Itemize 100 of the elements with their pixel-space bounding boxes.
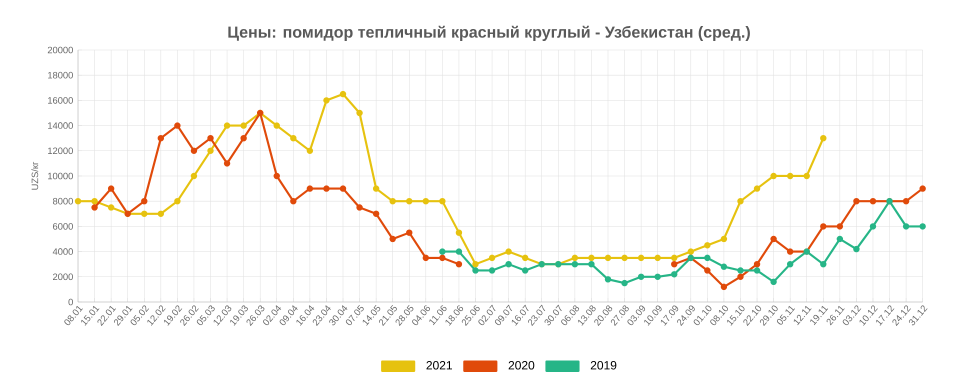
point bbox=[820, 135, 826, 142]
point bbox=[505, 248, 512, 255]
point bbox=[488, 267, 496, 274]
point bbox=[422, 198, 430, 204]
point bbox=[207, 135, 214, 142]
point bbox=[754, 261, 760, 268]
point bbox=[754, 185, 760, 192]
point bbox=[638, 274, 644, 280]
point bbox=[704, 242, 711, 249]
point bbox=[853, 246, 860, 252]
point bbox=[240, 122, 247, 129]
y-tick-label: 14000 bbox=[48, 122, 73, 129]
point bbox=[456, 230, 462, 236]
point bbox=[389, 198, 396, 204]
point bbox=[356, 110, 363, 116]
y-tick-label: 16000 bbox=[48, 97, 73, 104]
point bbox=[456, 261, 462, 268]
point bbox=[704, 254, 711, 262]
point bbox=[340, 91, 346, 98]
point bbox=[439, 198, 446, 204]
point bbox=[190, 172, 198, 180]
point bbox=[323, 185, 330, 192]
point bbox=[174, 198, 181, 204]
point bbox=[240, 135, 247, 142]
point bbox=[919, 223, 926, 230]
point bbox=[439, 248, 446, 255]
point bbox=[572, 254, 578, 262]
point bbox=[638, 254, 644, 262]
point bbox=[688, 248, 694, 255]
point bbox=[190, 148, 198, 154]
point bbox=[654, 274, 661, 280]
point bbox=[108, 204, 114, 211]
legend-label: 2021 bbox=[426, 361, 452, 370]
point bbox=[870, 198, 876, 204]
point bbox=[439, 254, 446, 262]
point bbox=[820, 223, 826, 230]
point bbox=[902, 198, 910, 204]
point bbox=[671, 271, 678, 278]
point bbox=[406, 198, 412, 204]
point bbox=[720, 264, 728, 270]
point bbox=[572, 261, 578, 268]
point bbox=[91, 198, 98, 204]
point bbox=[522, 267, 528, 274]
point bbox=[737, 274, 744, 280]
point bbox=[340, 185, 346, 192]
y-tick-label: 18000 bbox=[48, 72, 73, 79]
point bbox=[804, 172, 810, 180]
point bbox=[621, 280, 628, 286]
y-tick-label: 6000 bbox=[53, 223, 73, 230]
point bbox=[919, 185, 926, 192]
point bbox=[770, 278, 777, 286]
point bbox=[870, 223, 876, 230]
point bbox=[141, 198, 148, 204]
point bbox=[737, 198, 744, 204]
point bbox=[356, 204, 363, 211]
point bbox=[604, 276, 612, 283]
point bbox=[853, 198, 860, 204]
point bbox=[588, 254, 595, 262]
point bbox=[224, 122, 230, 129]
point bbox=[323, 97, 330, 104]
point bbox=[372, 185, 380, 192]
point bbox=[704, 267, 711, 274]
point bbox=[820, 261, 826, 268]
point bbox=[422, 254, 430, 262]
point bbox=[158, 210, 164, 218]
point bbox=[786, 261, 794, 268]
point bbox=[472, 261, 479, 268]
point bbox=[786, 172, 794, 180]
point bbox=[588, 261, 595, 268]
point bbox=[720, 236, 728, 242]
point bbox=[91, 204, 98, 211]
y-tick-label: 0 bbox=[68, 298, 73, 306]
point bbox=[505, 261, 512, 268]
point bbox=[621, 254, 628, 262]
point bbox=[754, 267, 760, 274]
point bbox=[207, 148, 214, 154]
point bbox=[770, 236, 777, 242]
point bbox=[720, 284, 728, 290]
point bbox=[274, 122, 280, 129]
point bbox=[671, 261, 678, 268]
point bbox=[372, 210, 380, 218]
point bbox=[274, 172, 280, 180]
legend-label: 2019 bbox=[590, 361, 616, 370]
y-tick-label: 8000 bbox=[52, 198, 73, 205]
y-axis-title: UZS/кг bbox=[31, 162, 38, 190]
point bbox=[902, 223, 910, 230]
point bbox=[737, 267, 744, 274]
point bbox=[224, 160, 230, 167]
point bbox=[522, 254, 528, 262]
point bbox=[290, 135, 297, 142]
point bbox=[654, 254, 661, 262]
point bbox=[306, 148, 314, 154]
point bbox=[389, 236, 396, 242]
point bbox=[786, 248, 794, 255]
point bbox=[488, 254, 496, 262]
point bbox=[472, 267, 479, 274]
y-tick-label: 12000 bbox=[48, 148, 73, 154]
y-tick-label: 4000 bbox=[52, 248, 73, 255]
legend-label: 2020 bbox=[508, 361, 534, 370]
point bbox=[671, 254, 678, 262]
